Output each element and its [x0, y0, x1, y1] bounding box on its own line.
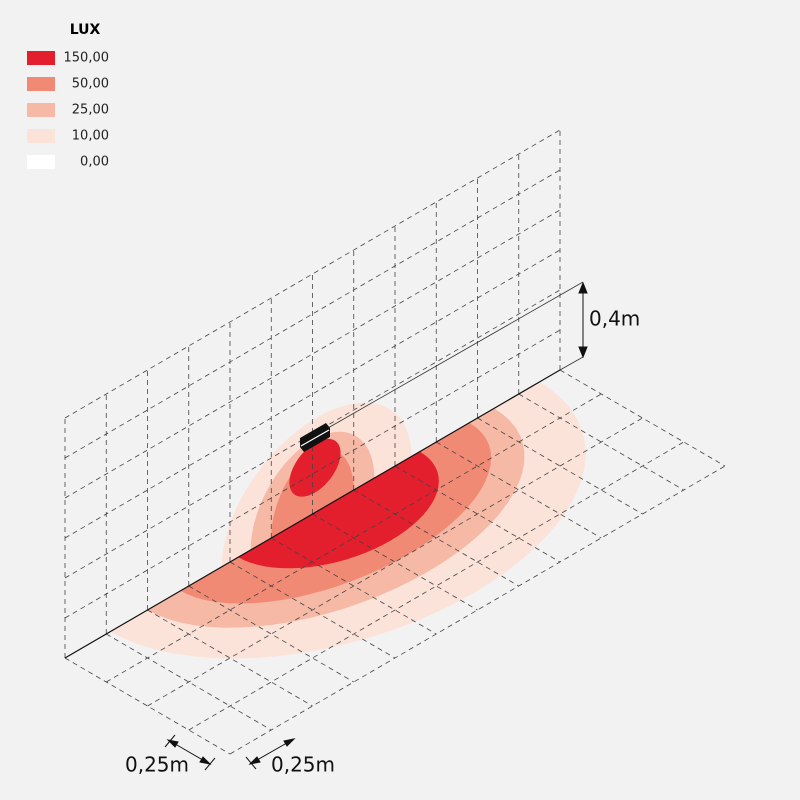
grid-line	[64, 169, 561, 459]
grid-line	[229, 561, 396, 659]
legend-swatch	[27, 77, 55, 91]
grid-line	[312, 513, 478, 611]
legend-label: 10,00	[72, 129, 109, 144]
grid-line	[436, 441, 602, 539]
grid-line	[353, 489, 519, 587]
grid-line	[477, 417, 643, 515]
extension-line	[327, 281, 584, 429]
dimension-label: 0,4m	[589, 307, 640, 331]
grid-line	[394, 465, 561, 563]
grid-line	[229, 465, 726, 755]
dimension-height	[578, 281, 588, 359]
grid-line	[106, 393, 602, 683]
legend-swatch	[27, 103, 55, 117]
dimension-label: 0,25m	[125, 753, 189, 777]
wall-base-line	[64, 369, 561, 659]
grid-line	[147, 417, 643, 707]
grid-line	[106, 633, 272, 731]
grid-line	[64, 209, 561, 499]
grid	[64, 129, 726, 755]
dimension-depth	[164, 734, 216, 771]
grid-line	[64, 289, 561, 579]
legend: 150,00 50,00 25,00 10,00 0,00	[27, 51, 109, 170]
dimension-width	[245, 738, 296, 770]
isolux-zone	[289, 438, 341, 497]
grid-line	[271, 537, 437, 635]
grid-line	[518, 393, 684, 491]
dimension-label: 0,25m	[271, 753, 335, 777]
legend-swatch	[27, 129, 55, 143]
grid-line	[559, 369, 726, 467]
grid-line	[188, 441, 684, 731]
grid-line	[64, 329, 561, 619]
grid-line	[64, 129, 561, 419]
legend-swatch	[27, 51, 55, 65]
legend-title: LUX	[70, 22, 101, 38]
grid-line	[188, 585, 354, 683]
legend-label: 25,00	[72, 103, 109, 118]
legend-swatch	[27, 155, 55, 169]
grid-line	[64, 249, 561, 539]
legend-label: 50,00	[72, 77, 109, 92]
grid-line	[147, 609, 313, 707]
legend-label: 150,00	[64, 51, 110, 66]
extension-line	[559, 356, 584, 371]
grid-line	[64, 657, 231, 755]
legend-label: 0,00	[80, 155, 109, 170]
luminaire	[300, 423, 330, 452]
